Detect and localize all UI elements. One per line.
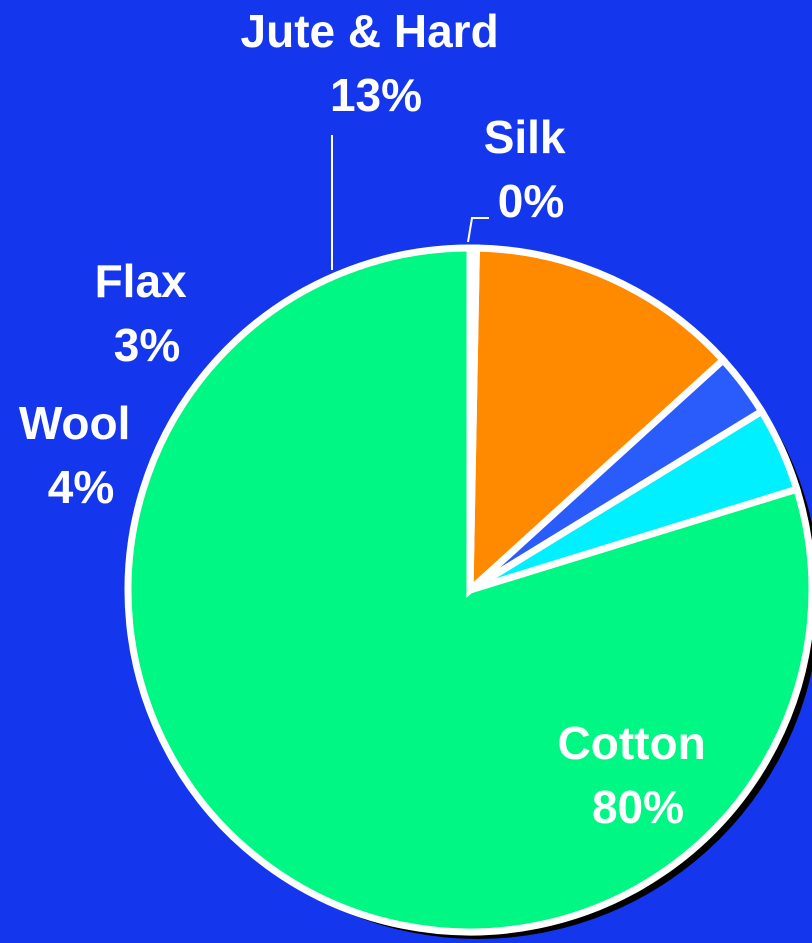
slice-label-jute: Jute & Hard 13% xyxy=(241,5,512,121)
slice-label-flax: Flax 3% xyxy=(95,255,200,371)
pie-slices xyxy=(124,244,812,936)
slice-label-silk: Silk 0% xyxy=(484,111,579,227)
leader-lines xyxy=(331,135,489,270)
slice-labels: Cotton 80% Wool 4% Flax 3% Jute & Hard 1… xyxy=(19,5,719,833)
leader-line-silk xyxy=(467,217,489,243)
pie-slice-silk xyxy=(466,244,480,591)
slice-label-cotton: Cotton 80% xyxy=(558,717,719,833)
pie-slice-jute-hard xyxy=(466,244,729,599)
slice-label-wool: Wool 4% xyxy=(19,397,143,513)
